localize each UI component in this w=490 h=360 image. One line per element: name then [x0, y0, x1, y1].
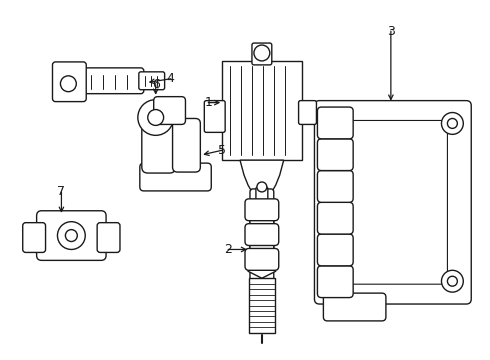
FancyBboxPatch shape [78, 68, 144, 94]
FancyBboxPatch shape [318, 202, 353, 234]
FancyBboxPatch shape [245, 224, 279, 246]
FancyBboxPatch shape [256, 187, 268, 207]
Circle shape [441, 113, 464, 134]
Circle shape [257, 182, 267, 192]
Polygon shape [248, 251, 275, 278]
Circle shape [441, 270, 464, 292]
Text: 6: 6 [152, 78, 160, 91]
Text: 7: 7 [57, 185, 66, 198]
Circle shape [57, 222, 85, 249]
FancyBboxPatch shape [323, 293, 386, 321]
Text: 2: 2 [224, 243, 232, 256]
FancyBboxPatch shape [298, 100, 317, 125]
FancyBboxPatch shape [142, 109, 175, 173]
FancyBboxPatch shape [250, 202, 274, 262]
Text: 5: 5 [218, 144, 226, 157]
Text: 3: 3 [387, 24, 395, 38]
FancyBboxPatch shape [154, 96, 185, 125]
FancyBboxPatch shape [139, 72, 165, 90]
Circle shape [138, 100, 173, 135]
Circle shape [148, 109, 164, 125]
Bar [222, 61, 301, 160]
Text: 4: 4 [167, 72, 174, 85]
FancyBboxPatch shape [250, 189, 274, 299]
FancyBboxPatch shape [245, 199, 279, 221]
FancyBboxPatch shape [97, 223, 120, 252]
FancyBboxPatch shape [338, 121, 447, 284]
FancyBboxPatch shape [318, 139, 353, 171]
Circle shape [447, 276, 457, 286]
FancyBboxPatch shape [37, 211, 106, 260]
Circle shape [65, 230, 77, 242]
FancyBboxPatch shape [140, 163, 211, 191]
Circle shape [254, 45, 270, 61]
FancyBboxPatch shape [245, 248, 279, 270]
FancyBboxPatch shape [318, 234, 353, 266]
FancyBboxPatch shape [52, 62, 86, 102]
Bar [249, 278, 275, 333]
FancyBboxPatch shape [315, 100, 471, 304]
FancyBboxPatch shape [252, 43, 272, 65]
Circle shape [447, 118, 457, 129]
Polygon shape [240, 160, 284, 192]
FancyBboxPatch shape [318, 107, 353, 139]
FancyBboxPatch shape [172, 118, 200, 172]
FancyBboxPatch shape [23, 223, 46, 252]
FancyBboxPatch shape [204, 100, 225, 132]
Circle shape [60, 76, 76, 92]
Text: 1: 1 [204, 96, 212, 109]
FancyBboxPatch shape [318, 266, 353, 298]
FancyBboxPatch shape [318, 171, 353, 202]
